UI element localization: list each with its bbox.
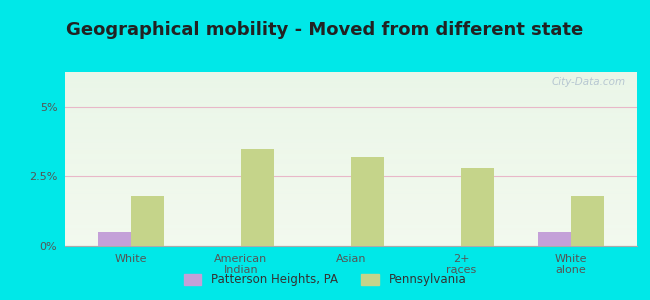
Bar [571, 196, 604, 246]
Bar [538, 232, 571, 246]
Bar [351, 157, 384, 246]
Bar [98, 232, 131, 246]
Legend: Patterson Heights, PA, Pennsylvania: Patterson Heights, PA, Pennsylvania [179, 269, 471, 291]
Bar [131, 196, 164, 246]
Text: City-Data.com: City-Data.com [551, 77, 625, 87]
Bar [241, 148, 274, 246]
Text: Geographical mobility - Moved from different state: Geographical mobility - Moved from diffe… [66, 21, 584, 39]
Bar [461, 168, 494, 246]
